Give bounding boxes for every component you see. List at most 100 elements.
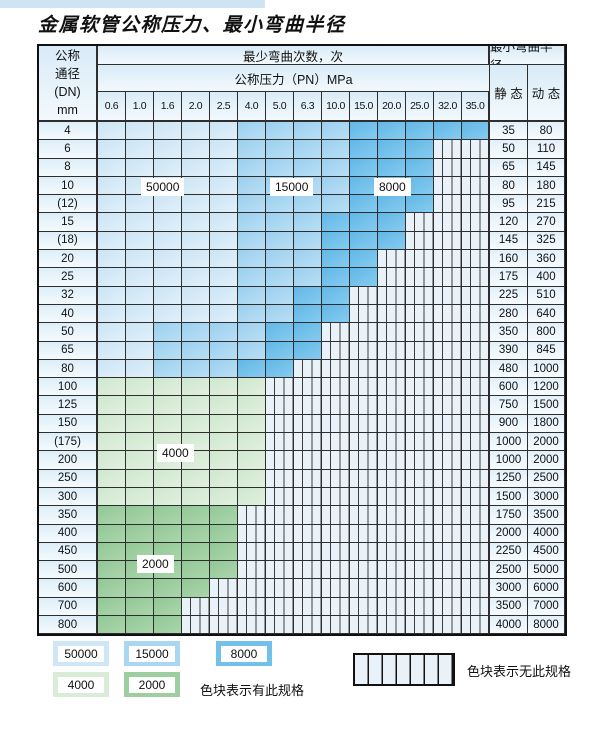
cycle-cell-50000 [210,250,238,269]
no-spec-cell [462,176,490,196]
cycle-cell-2000 [98,561,126,580]
cycle-cell-8000 [294,341,322,360]
dn-cell: 300 [39,487,98,507]
no-spec-cell [434,616,462,635]
no-spec-cell [406,469,434,488]
cycle-cell-4000 [98,396,126,415]
dynamic-value: 3500 [528,506,565,525]
no-spec-cell [406,286,434,305]
cycle-cell-2000 [154,616,182,635]
cycle-cell-2000 [98,579,126,598]
cycle-cell-2000 [182,506,210,525]
no-spec-cell [322,561,350,580]
no-spec-cell [434,579,462,598]
dn-cell: 350 [39,506,98,525]
no-spec-cell [210,597,238,617]
cycle-cell-4000 [126,414,154,434]
cycle-cell-4000 [154,487,182,507]
static-value: 35 [490,122,528,141]
cycle-cell-50000 [126,359,154,379]
cycle-cell-50000 [98,323,126,342]
dynamic-value: 4500 [528,542,565,562]
cycle-cell-4000 [126,433,154,452]
cycle-cell-15000 [266,122,294,141]
no-spec-cell [406,579,434,598]
no-spec-cell [378,469,406,488]
cycle-cell-50000 [98,231,126,251]
static-value: 390 [490,341,528,360]
cycle-cell-15000 [294,231,322,251]
cycle-cell-8000 [322,268,350,287]
cycle-cell-50000 [210,286,238,305]
no-spec-cell [350,506,378,525]
cycle-cell-50000 [98,268,126,287]
cycle-cell-4000 [126,487,154,507]
dn-cell: 150 [39,414,98,434]
no-spec-cell [294,451,322,470]
cycle-cell-8000 [322,286,350,305]
legend-swatch-2000-label: 2000 [129,676,175,693]
cycle-cell-15000 [322,158,350,177]
cycle-cell-2000 [182,524,210,543]
static-value: 3000 [490,579,528,598]
no-spec-cell [322,451,350,470]
static-value: 900 [490,414,528,434]
no-spec-cell [322,323,350,342]
no-spec-cell [266,487,294,507]
no-spec-cell [406,524,434,543]
cycle-cell-4000 [238,451,266,470]
no-spec-cell [406,433,434,452]
no-spec-cell [266,414,294,434]
no-spec-cell [238,579,266,598]
dynamic-value: 4000 [528,524,565,543]
dn-cell: 400 [39,524,98,543]
cycle-cell-8000 [406,140,434,159]
static-value: 280 [490,304,528,324]
no-spec-cell [462,451,490,470]
cycle-cell-8000 [378,231,406,251]
cycle-cell-2000 [210,561,238,580]
legend-has-spec-text: 色块表示有此规格 [200,683,305,698]
no-spec-cell [350,597,378,617]
dynamic-value: 640 [528,304,565,324]
cycle-cell-50000 [154,304,182,324]
legend-swatch-4000-label: 4000 [58,676,104,693]
legend-swatch-8000-label: 8000 [221,645,267,662]
no-spec-cell [378,396,406,415]
dn-header-line-1: 通径 [54,67,80,81]
legend-swatch-50000-label: 50000 [58,645,104,662]
no-spec-cell [406,323,434,342]
no-spec-cell [406,561,434,580]
cycle-cell-50000 [126,286,154,305]
dynamic-value: 8000 [528,616,565,635]
cycle-cell-50000 [126,268,154,287]
cycle-cell-50000 [126,341,154,360]
no-spec-cell [266,469,294,488]
no-spec-cell [462,561,490,580]
no-spec-cell [406,341,434,360]
no-spec-cell [462,158,490,177]
cycle-cell-50000 [154,158,182,177]
no-spec-cell [406,359,434,379]
static-value: 80 [490,176,528,196]
cycle-cell-15000 [238,341,266,360]
cycle-cell-50000 [98,195,126,214]
cycle-cell-50000 [182,268,210,287]
pressure-tick: 2.5 [210,92,238,122]
no-spec-cell [434,140,462,159]
cycle-cell-50000 [182,304,210,324]
dn-cell: 125 [39,396,98,415]
cycle-cell-50000 [98,304,126,324]
dn-cell: 32 [39,286,98,305]
no-spec-cell [322,433,350,452]
cycle-cell-4000 [182,469,210,488]
cycle-cell-50000 [154,250,182,269]
cycle-cell-8000 [406,195,434,214]
no-spec-cell [266,396,294,415]
cycle-cell-15000 [238,286,266,305]
no-spec-cell [294,524,322,543]
cycle-cell-2000 [182,579,210,598]
dn-cell: 50 [39,323,98,342]
dynamic-value: 1800 [528,414,565,434]
no-spec-cell [266,378,294,397]
